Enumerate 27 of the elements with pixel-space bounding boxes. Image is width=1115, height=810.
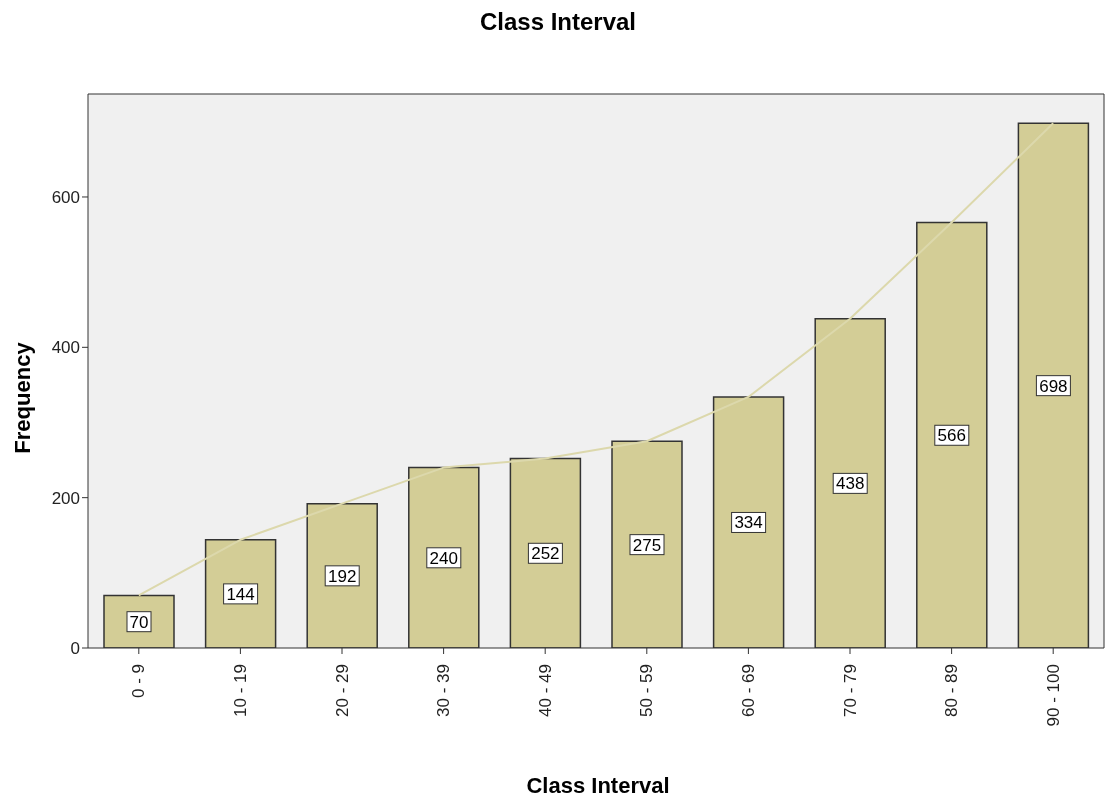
x-tick-label: 40 - 49 (535, 664, 555, 717)
x-tick-label: 20 - 29 (332, 664, 352, 717)
y-tick-label: 200 (51, 488, 80, 508)
data-label: 144 (226, 584, 255, 604)
chart-title: Class Interval (478, 8, 638, 37)
y-axis-title: Frequency (10, 342, 36, 454)
x-tick-label: 0 - 9 (129, 664, 149, 699)
data-label: 438 (836, 474, 865, 494)
data-label: 698 (1039, 376, 1068, 396)
x-axis-title: Class Interval (525, 773, 671, 799)
data-label: 566 (937, 426, 966, 446)
x-tick-label: 80 - 89 (942, 664, 962, 717)
y-tick-label: 600 (51, 188, 80, 208)
data-label: 334 (734, 513, 763, 533)
y-tick-label: 0 (70, 639, 80, 659)
data-label: 252 (531, 544, 560, 564)
data-label: 70 (129, 612, 149, 632)
x-tick-label: 70 - 79 (840, 664, 860, 717)
data-label: 240 (429, 548, 458, 568)
y-tick-label: 400 (51, 338, 80, 358)
x-tick-label: 30 - 39 (434, 664, 454, 717)
data-label: 275 (632, 535, 662, 555)
data-label: 192 (328, 566, 357, 586)
x-tick-label: 50 - 59 (637, 664, 657, 717)
x-tick-label: 10 - 19 (230, 664, 250, 717)
x-tick-label: 60 - 69 (738, 664, 758, 717)
x-tick-label: 90 - 100 (1043, 664, 1063, 727)
